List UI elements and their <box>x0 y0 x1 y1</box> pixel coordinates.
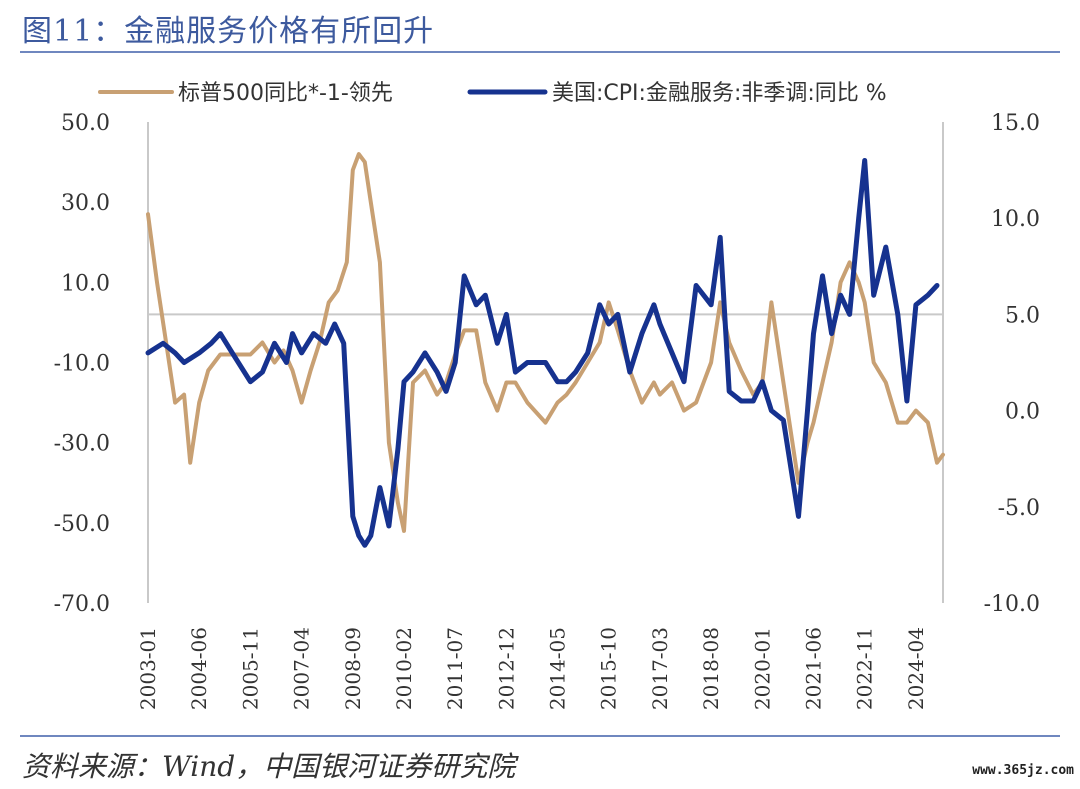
x-tick-label: 2020-01 <box>750 627 774 710</box>
legend-label-cpi: 美国:CPI:金融服务:非季调:同比 % <box>552 81 887 106</box>
x-tick-label: 2024-04 <box>904 627 928 710</box>
tick-labels: 50.0 30.0 10.0 -10.0 -30.0 -50.0 -70.0 15.0 10.0… <box>54 111 1040 710</box>
x-tick-label: 2007-04 <box>290 627 314 710</box>
left-tick-label: -50.0 <box>54 512 110 537</box>
x-tick-label: 2008-09 <box>341 627 365 710</box>
x-tick-label: 2015-10 <box>597 627 621 710</box>
left-tick-label: -70.0 <box>54 592 110 617</box>
x-tick-label: 2014-05 <box>546 627 570 710</box>
series-line-cpi-financial <box>145 158 940 548</box>
x-tick-label: 2021-06 <box>802 627 826 710</box>
chart-canvas: 标普500同比*-1-领先 美国:CPI:金融服务:非季调:同比 % 50.0 30… <box>54 81 1040 710</box>
watermark: www.365jz.com <box>972 763 1074 778</box>
left-tick-label: -10.0 <box>54 352 110 377</box>
x-tick-label: 2004-06 <box>187 627 211 710</box>
right-tick-label: -5.0 <box>998 496 1040 521</box>
legend: 标普500同比*-1-领先 美国:CPI:金融服务:非季调:同比 % <box>98 81 887 106</box>
x-tick-label: 2003-01 <box>136 627 160 710</box>
left-tick-label: 30.0 <box>61 191 110 216</box>
left-tick-label: -30.0 <box>54 432 110 457</box>
series-lines <box>145 152 945 548</box>
right-tick-label: 10.0 <box>991 207 1040 232</box>
chart-title: 图11：金融服务价格有所回升 <box>22 14 435 49</box>
right-tick-label: 5.0 <box>1005 303 1040 328</box>
axes <box>147 122 944 603</box>
x-tick-label: 2018-08 <box>699 627 723 710</box>
right-tick-label: 15.0 <box>991 111 1040 136</box>
top-rule <box>20 51 1060 53</box>
bottom-rule <box>20 735 1060 737</box>
x-tick-label: 2011-07 <box>443 627 467 710</box>
x-tick-label: 2005-11 <box>238 627 262 710</box>
x-tick-label: 2010-02 <box>392 627 416 710</box>
right-tick-label: -10.0 <box>984 592 1040 617</box>
x-tick-label: 2022-11 <box>853 627 877 710</box>
legend-label-sp500: 标普500同比*-1-领先 <box>178 81 393 106</box>
left-tick-label: 50.0 <box>61 111 110 136</box>
series-line-sp500 <box>146 152 945 533</box>
source-note: 资料来源：Wind，中国银河证券研究院 <box>22 750 516 783</box>
x-tick-label: 2017-03 <box>648 627 672 710</box>
right-tick-label: 0.0 <box>1005 400 1040 425</box>
left-tick-label: 10.0 <box>61 271 110 296</box>
x-tick-label: 2012-12 <box>494 627 518 710</box>
